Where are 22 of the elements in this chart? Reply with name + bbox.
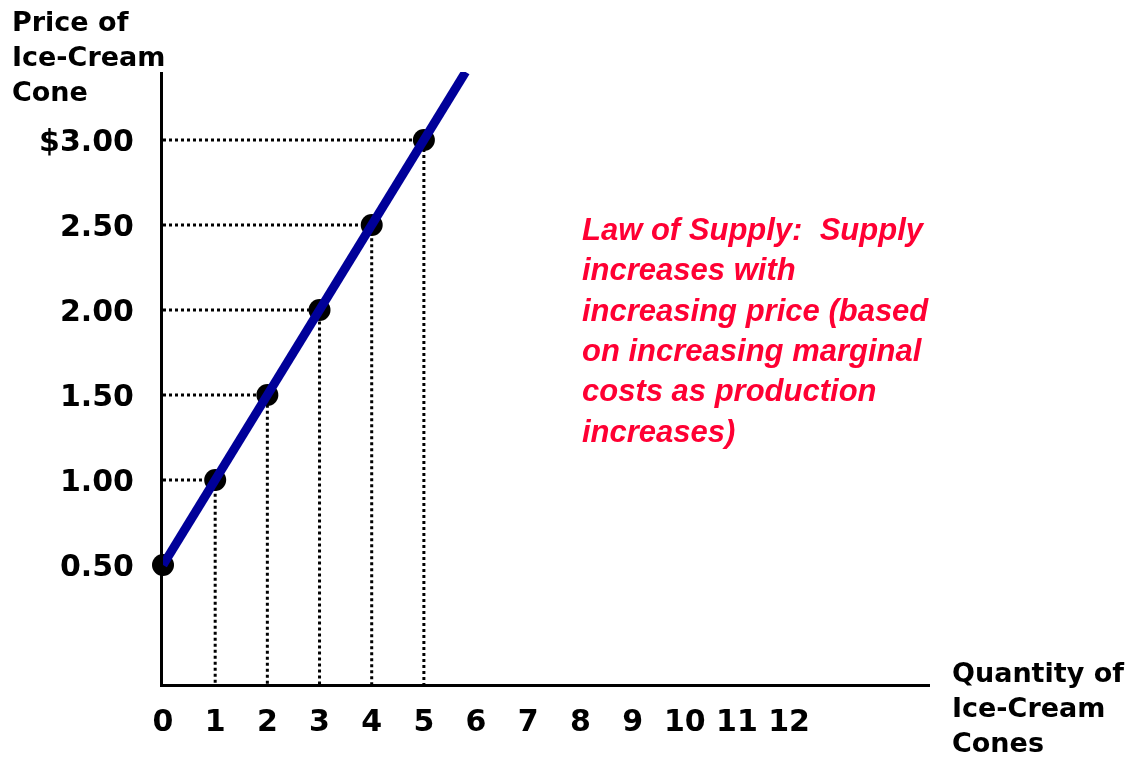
y-tick-label: $3.00 [39,122,134,158]
y-tick-label: 0.50 [59,547,134,583]
x-tick-label: 1 [204,703,226,738]
y-tick-label: 1.50 [59,377,134,413]
annotation: Law of Supply: Supply increases with increasing price (based on increasing marginal costs as production increases) [582,212,930,449]
x-tick-label: 11 [716,703,758,738]
x-tick-label: 9 [622,703,644,738]
x-tick-label: 4 [361,703,383,738]
y-tick-label: 1.00 [59,462,134,498]
x-tick-label: 7 [517,703,539,738]
x-tick-label: 12 [768,703,810,738]
y-tick-label: 2.50 [59,207,134,243]
x-axis-title: Quantity of Ice-Cream Cones [952,657,1125,759]
x-tick-label: 2 [256,703,278,738]
x-tick-label: 5 [413,703,435,738]
y-axis-title: Price of Ice-Cream Cone [12,6,166,108]
x-tick-label: 6 [465,703,487,738]
x-tick-label: 0 [152,703,174,738]
x-tick-label: 8 [569,703,591,738]
y-tick-label: 2.00 [59,292,134,328]
x-tick-label: 10 [663,703,706,738]
x-tick-label: 3 [309,703,330,738]
